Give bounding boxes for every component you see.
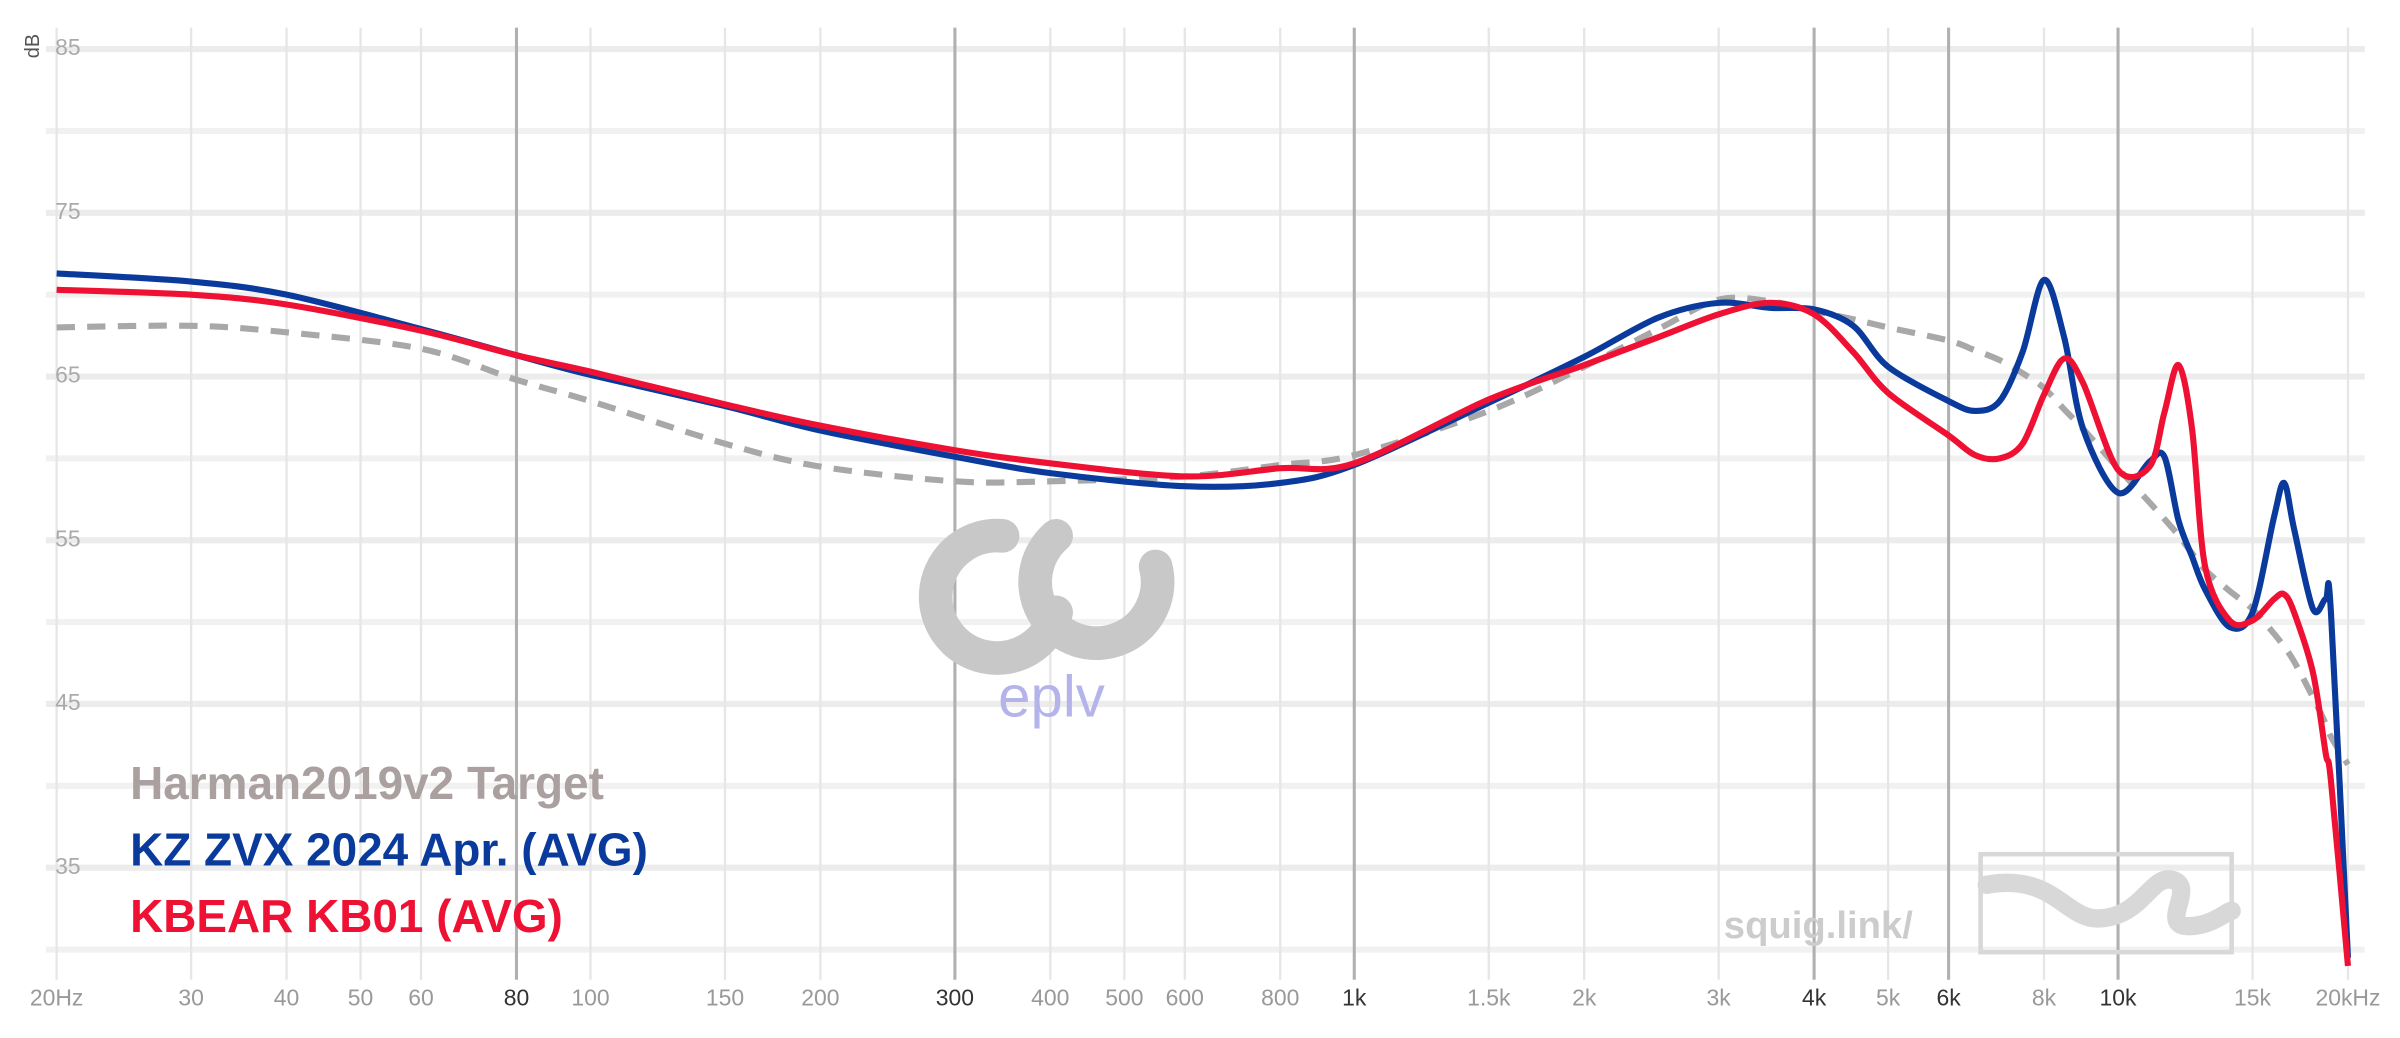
legend-entry: Harman2019v2 Target [130,757,604,809]
x-tick-label: 800 [1261,985,1299,1011]
legend: Harman2019v2 Target KZ ZVX 2024 Apr. (AVG… [130,757,648,942]
x-tick-label: 20kHz [2315,985,2380,1011]
y-tick-label: 75 [55,198,81,224]
y-tick-label: 65 [55,362,81,388]
x-tick-label: 400 [1031,985,1069,1011]
x-tick-label: 50 [348,985,374,1011]
series-line [56,294,2351,767]
x-tick-label: 1.5k [1467,985,1511,1011]
x-tick-label: 600 [1166,985,1204,1011]
x-tick-label: 40 [274,985,300,1011]
x-tick-label: 1k [1342,985,1367,1011]
y-tick-label: 85 [55,34,81,60]
x-tick-label: 3k [1707,985,1732,1011]
x-tick-label: 4k [1802,985,1827,1011]
eplv-logo [918,518,1175,675]
x-tick-label: 100 [571,985,609,1011]
x-tick-label: 2k [1572,985,1597,1011]
x-tick-label: 15k [2234,985,2272,1011]
curves [56,270,2352,967]
axis: 35 45 55 65 75 85 20Hz 30 40 50 60 80 100 150 200 300 40… [30,34,2381,1011]
watermark: eplv [998,665,1105,730]
y-axis-label: dB [22,34,44,58]
x-tick-label: 150 [706,985,744,1011]
legend-entry: KZ ZVX 2024 Apr. (AVG) [130,824,648,876]
y-tick-label: 45 [55,689,81,715]
squig-logo [1977,851,2241,955]
x-tick-label: 30 [178,985,204,1011]
x-tick-label: 10k [2100,985,2138,1011]
legend-entry: KBEAR KB01 (AVG) [130,890,563,942]
grid [45,27,2365,980]
y-tick-label: 35 [55,853,81,879]
y-tick-label: 55 [55,525,81,551]
x-tick-label: 5k [1876,985,1901,1011]
x-tick-label: 60 [408,985,434,1011]
x-tick-label: 80 [504,985,530,1011]
x-tick-label: 500 [1105,985,1143,1011]
x-tick-label: 300 [936,985,974,1011]
watermark: squig.link/ [1724,904,1914,947]
x-tick-label: 200 [801,985,839,1011]
x-tick-label: 20Hz [30,985,84,1011]
series-line [56,286,2352,967]
x-tick-label: 6k [1936,985,1961,1011]
x-tick-label: 8k [2032,985,2057,1011]
